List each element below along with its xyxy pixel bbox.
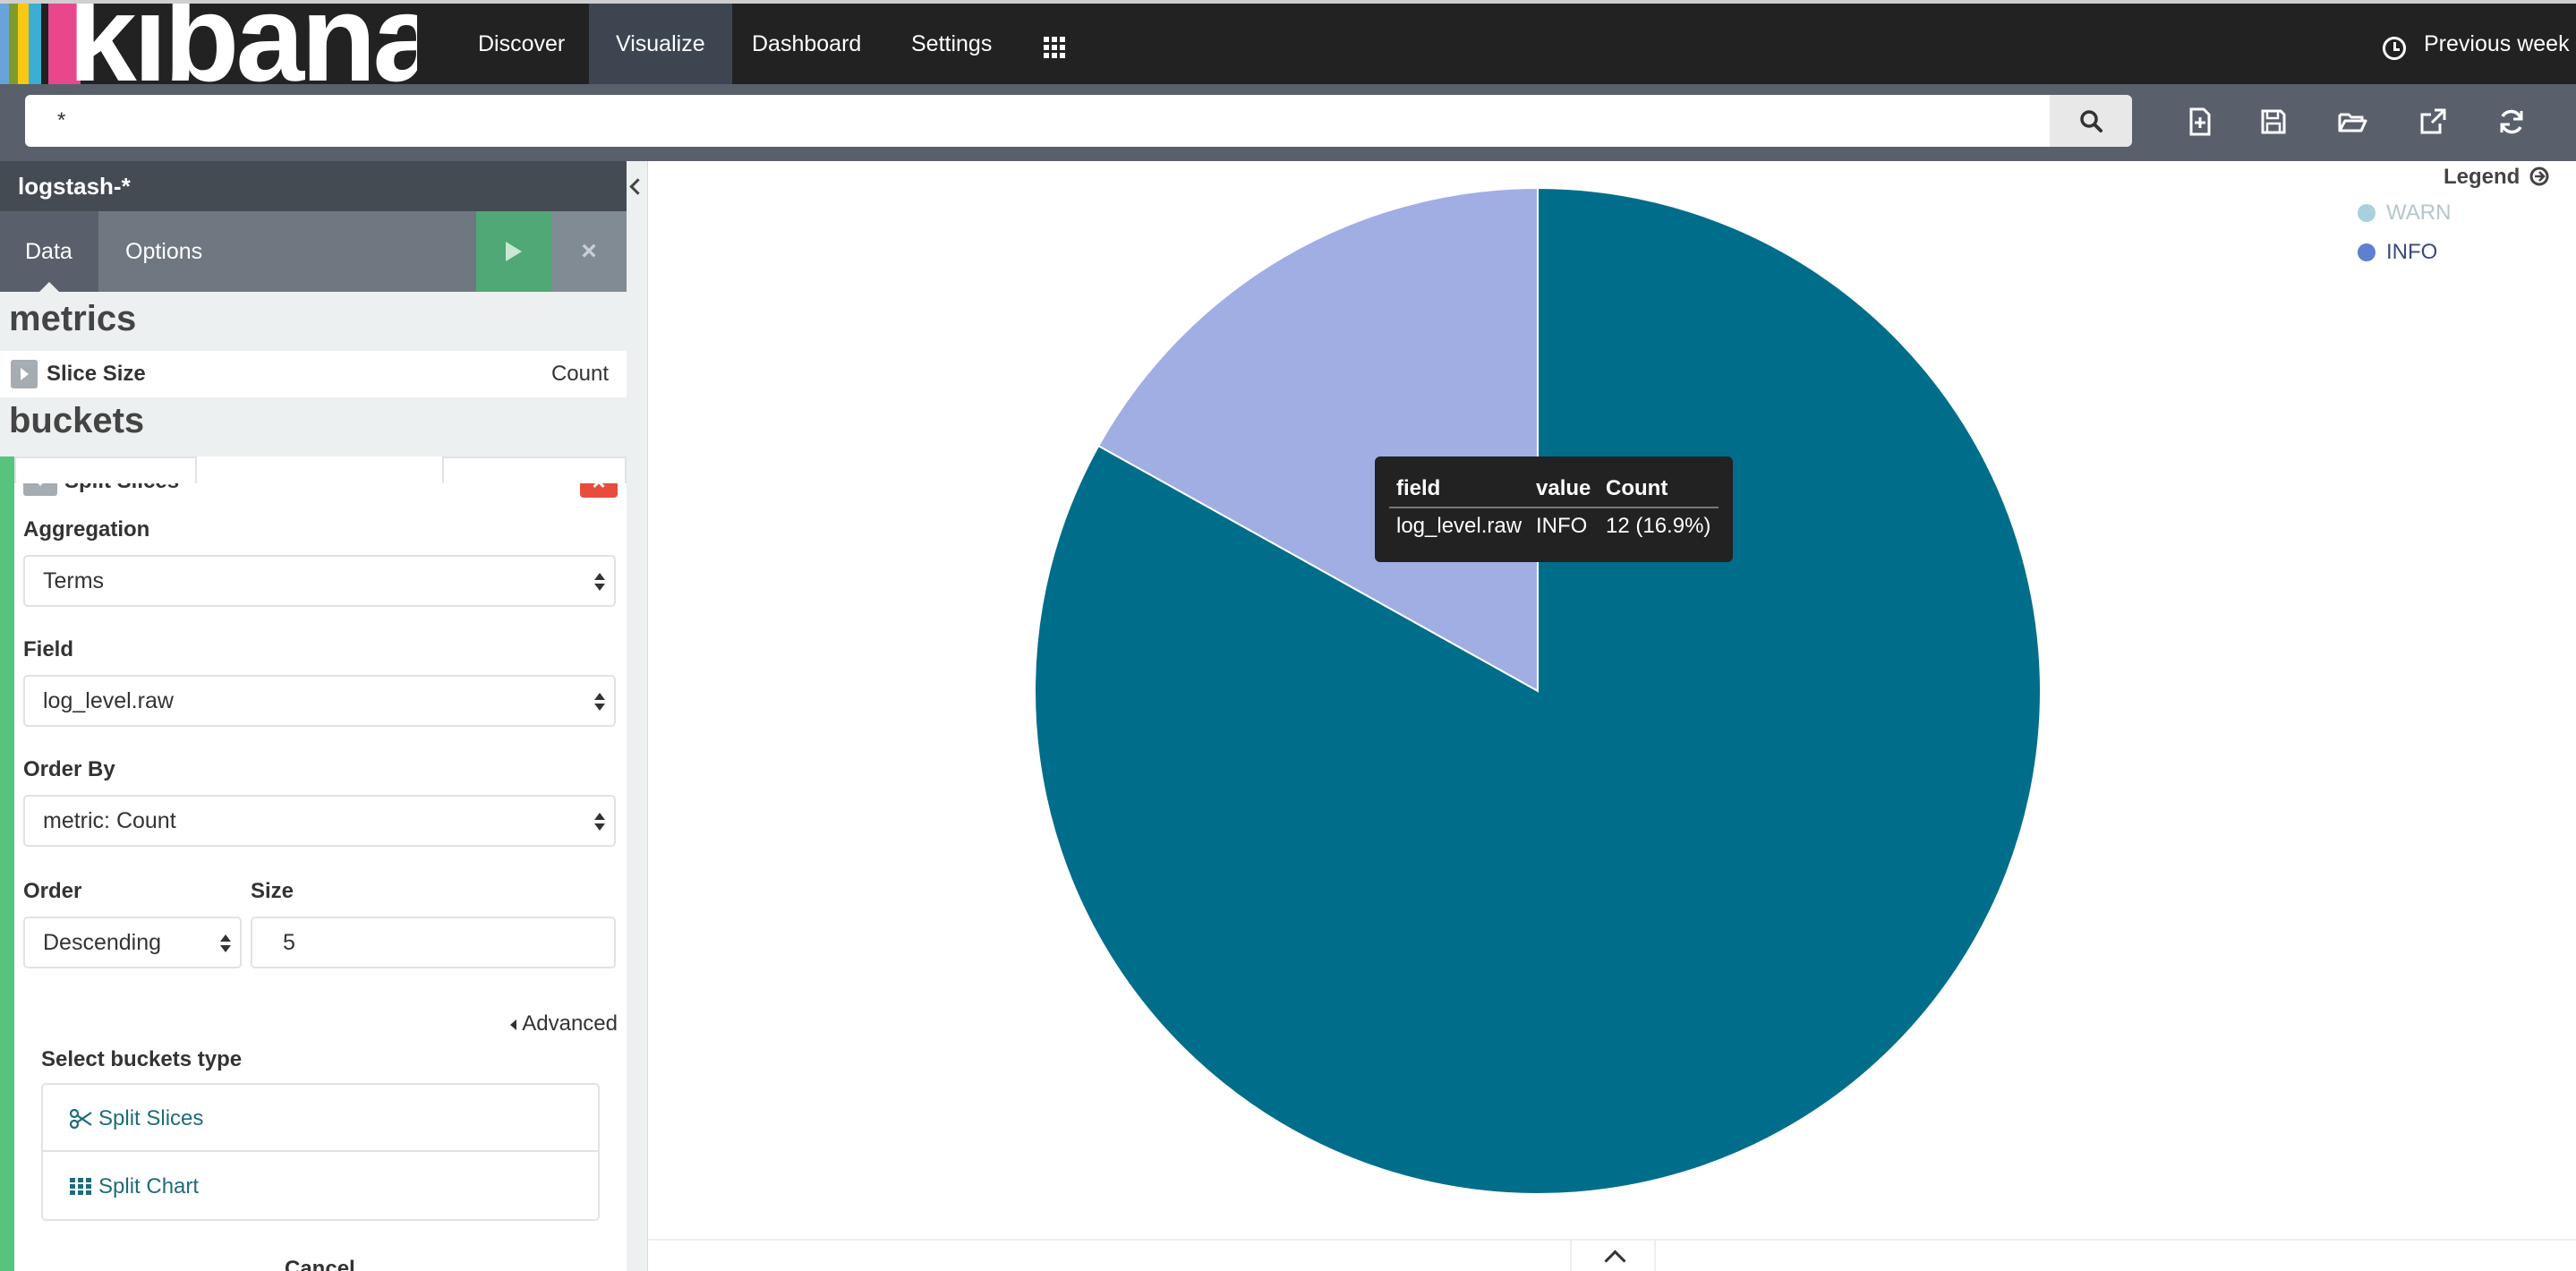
split-slices-option[interactable]: Split Slices	[43, 1085, 598, 1152]
logo-text: kibana	[68, 4, 417, 84]
field-label: Field	[23, 637, 74, 661]
apps-grid-icon[interactable]	[1035, 4, 1074, 84]
search-bar	[0, 84, 2576, 161]
select-arrows-icon	[594, 573, 605, 593]
apply-changes-button[interactable]	[476, 211, 551, 292]
metric-slice-size[interactable]: Slice Size Count	[0, 351, 627, 397]
order-select[interactable]: Descending	[23, 917, 242, 968]
order-by-value: metric: Count	[43, 808, 176, 833]
select-arrows-icon	[594, 693, 605, 712]
sidebar-collapse-toggle[interactable]	[627, 161, 648, 1271]
cancel-button[interactable]: Cancel	[285, 1257, 355, 1271]
tooltip-value-value: INFO	[1536, 514, 1588, 538]
tab-options[interactable]: Options	[125, 239, 203, 264]
top-navigation: kibana Discover Visualize Dashboard Sett…	[0, 0, 2576, 84]
size-value: 5	[283, 930, 295, 955]
split-chart-option[interactable]: Split Chart	[43, 1153, 598, 1220]
tooltip-count-value: 12 (16.9%)	[1606, 514, 1711, 538]
select-buckets-type-label: Select buckets type	[41, 1047, 243, 1071]
select-arrows-icon	[594, 813, 605, 832]
kibana-logo[interactable]: kibana	[0, 4, 417, 84]
footer-button-right[interactable]	[442, 456, 627, 483]
chart-tooltip: field value Count log_level.raw INFO 12 …	[1375, 456, 1733, 562]
arrow-circle-right-icon	[2529, 166, 2549, 186]
bucket-type-list: Split Slices Split Chart	[41, 1083, 600, 1221]
split-slices-option-label: Split Slices	[98, 1106, 204, 1130]
logo-bar	[0, 4, 9, 84]
nav-discover[interactable]: Discover	[478, 31, 566, 56]
open-folder-icon[interactable]	[2336, 106, 2368, 138]
field-value: log_level.raw	[43, 688, 174, 713]
save-icon[interactable]	[2257, 106, 2290, 138]
metrics-heading: metrics	[9, 299, 137, 338]
grid-icon	[70, 1178, 91, 1195]
split-chart-option-label: Split Chart	[98, 1174, 200, 1198]
tab-data[interactable]: Data	[0, 211, 98, 293]
metric-value: Count	[550, 362, 609, 386]
nav-settings[interactable]: Settings	[911, 31, 993, 56]
order-value: Descending	[43, 930, 162, 955]
nav-dashboard[interactable]: Dashboard	[752, 31, 862, 56]
tooltip-divider	[1389, 507, 1719, 508]
index-pattern-title: logstash-*	[0, 161, 627, 211]
logo-bar	[29, 4, 41, 84]
tooltip-header-value: value	[1536, 476, 1591, 500]
time-picker-label: Previous week	[2424, 31, 2570, 56]
legend-toggle[interactable]: Legend	[2444, 165, 2549, 190]
tooltip-header-count: Count	[1606, 476, 1668, 500]
legend-title: Legend	[2443, 165, 2521, 189]
size-input[interactable]: 5	[251, 917, 616, 968]
legend-item-label: INFO	[2386, 240, 2438, 264]
search-input[interactable]	[25, 95, 2050, 147]
aggregation-value: Terms	[43, 568, 105, 593]
nav-visualize[interactable]: Visualize	[589, 4, 732, 84]
legend-item-label: WARN	[2386, 200, 2452, 225]
new-visualization-icon[interactable]	[2184, 106, 2216, 138]
field-select[interactable]: log_level.raw	[23, 675, 616, 727]
size-label: Size	[251, 879, 294, 903]
search-button[interactable]	[2050, 95, 2132, 147]
logo-bar	[9, 4, 18, 84]
buckets-heading: buckets	[9, 401, 145, 440]
metric-label: Slice Size	[47, 362, 146, 386]
time-picker[interactable]: Previous week	[2383, 4, 2576, 84]
spy-panel-toggle[interactable]	[1570, 1241, 1656, 1271]
clock-icon	[2383, 37, 2406, 60]
visualization-canvas: field value Count log_level.raw INFO 12 …	[648, 161, 2576, 1271]
legend-dot	[2358, 204, 2376, 222]
advanced-toggle-link[interactable]: Advanced	[510, 1011, 618, 1036]
scissors-icon	[70, 1109, 92, 1129]
order-by-label: Order By	[23, 757, 115, 781]
share-icon[interactable]	[2417, 106, 2449, 138]
pie-slice-warn[interactable]	[1034, 186, 2042, 1195]
legend-dot	[2358, 243, 2376, 261]
select-arrows-icon	[220, 934, 231, 954]
bucket-stripe	[0, 456, 14, 1271]
bucket-split-slices: Split Slices × Aggregation Terms Field l…	[0, 456, 627, 1271]
visualization-editor-sidebar: logstash-* Data Options × metrics Slice …	[0, 161, 627, 1271]
tooltip-field-value: log_level.raw	[1396, 514, 1523, 538]
discard-changes-button[interactable]: ×	[551, 211, 627, 292]
logo-bar	[18, 4, 29, 84]
search-icon	[2080, 110, 2103, 132]
order-label: Order	[23, 879, 82, 903]
pie-slice-info[interactable]	[1096, 186, 1539, 693]
aggregation-label: Aggregation	[23, 517, 150, 542]
tooltip-header-field: field	[1396, 476, 1441, 500]
footer-button-left[interactable]	[14, 456, 197, 483]
editor-tabs: Data Options ×	[0, 211, 627, 293]
aggregation-select[interactable]: Terms	[23, 555, 616, 607]
logo-bar	[48, 4, 81, 84]
order-by-select[interactable]: metric: Count	[23, 795, 616, 847]
pie-chart	[1034, 186, 2042, 1195]
refresh-icon[interactable]	[2495, 106, 2528, 138]
expand-toggle-icon[interactable]	[11, 360, 38, 388]
spy-panel-bar	[648, 1239, 2576, 1271]
